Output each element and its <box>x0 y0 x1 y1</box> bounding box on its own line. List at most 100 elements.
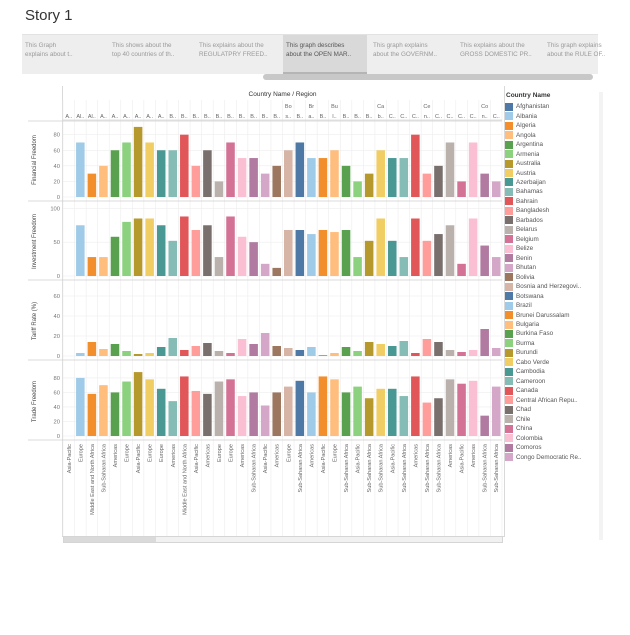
legend-item[interactable]: Chile <box>505 414 597 424</box>
y-tick-label: 0 <box>57 195 60 201</box>
legend-item[interactable]: Brunei Darussalam <box>505 310 597 320</box>
category-label: B.. <box>204 114 211 120</box>
legend-item[interactable]: Bulgaria <box>505 320 597 329</box>
header-label: Country Name / Region <box>249 91 317 98</box>
story-tab-3[interactable]: This explains about the REGULATPRY FREED.… <box>196 35 280 74</box>
legend-item[interactable]: Chad <box>505 405 597 414</box>
bar <box>376 218 385 276</box>
scrollbar-thumb[interactable] <box>64 537 156 542</box>
bar <box>87 257 97 276</box>
story-tab-4[interactable]: This graph describes about the OPEN MAR.. <box>283 35 367 74</box>
story-tab-5[interactable]: This graph explains about the GOVERNM.. <box>370 35 454 74</box>
category-label: B.. <box>227 114 234 120</box>
legend-item[interactable]: Bahamas <box>505 187 597 196</box>
legend-item[interactable]: Angola <box>505 130 597 140</box>
category-label-line2: a.. <box>308 114 315 120</box>
legend-item[interactable]: Bosnia and Herzegovi.. <box>505 282 597 291</box>
y-tick-label: 80 <box>54 376 60 382</box>
legend-item[interactable]: Belarus <box>505 225 597 234</box>
story-tab-7[interactable]: This graph explains about the RULE OF.. <box>544 35 628 74</box>
legend-item[interactable]: Azerbaijan <box>505 178 597 187</box>
region-label: Asia-Pacific <box>194 444 200 473</box>
bar <box>133 218 143 276</box>
legend-swatch <box>505 339 513 348</box>
legend-item[interactable]: Brazil <box>505 301 597 310</box>
bar <box>180 216 189 276</box>
legend-scrollbar[interactable] <box>599 92 603 540</box>
legend-label: China <box>516 425 533 433</box>
bar <box>399 341 409 356</box>
region-label: Asia-Pacific <box>460 444 466 473</box>
legend-item[interactable]: Colombia <box>505 433 597 443</box>
bar <box>330 379 339 436</box>
region-label: Americas <box>413 444 419 468</box>
bar <box>260 405 270 436</box>
bar <box>249 392 258 436</box>
legend-item[interactable]: Canada <box>505 386 597 395</box>
legend-swatch <box>505 244 513 253</box>
legend-item[interactable]: Botswana <box>505 291 597 301</box>
legend-item[interactable]: Bolivia <box>505 272 597 282</box>
legend-item[interactable]: Cambodia <box>505 367 597 376</box>
bar <box>341 230 351 276</box>
legend-item[interactable]: Comoros <box>505 443 597 452</box>
bar <box>260 173 270 197</box>
legend-swatch <box>505 102 513 111</box>
region-label: Sub-Saharan Africa <box>101 443 107 492</box>
category-label-line2: n.. <box>424 114 431 120</box>
category-label-line1: Ce <box>423 104 430 110</box>
y-axis-title: Financial Freedom <box>32 135 38 185</box>
legend-swatch <box>505 150 513 159</box>
legend-item[interactable]: Burundi <box>505 348 597 357</box>
region-label: Asia-Pacific <box>390 444 396 473</box>
bar <box>145 379 154 436</box>
category-label: A.. <box>112 114 119 120</box>
legend-item[interactable]: China <box>505 424 597 433</box>
legend-item[interactable]: Austria <box>505 168 597 178</box>
legend-item[interactable]: Benin <box>505 254 597 263</box>
legend-item[interactable]: Belize <box>505 244 597 253</box>
category-label: A.. <box>100 114 107 120</box>
bar <box>133 372 143 436</box>
legend-item[interactable]: Albania <box>505 111 597 121</box>
category-label: A.. <box>158 114 165 120</box>
legend-item[interactable]: Cabo Verde <box>505 358 597 367</box>
legend-item[interactable]: Australia <box>505 159 597 168</box>
legend-item[interactable]: Armenia <box>505 149 597 159</box>
legend-item[interactable]: Bahrain <box>505 197 597 206</box>
legend-item[interactable]: Cameroon <box>505 377 597 386</box>
category-label: B.. <box>181 114 188 120</box>
story-tab-6[interactable]: This explains about the GROSS DOMESTIC PR… <box>457 35 541 74</box>
bar <box>445 379 455 436</box>
legend-swatch <box>505 301 513 310</box>
category-label: B.. <box>366 114 373 120</box>
legend-item[interactable]: Burma <box>505 339 597 348</box>
legend-item[interactable]: Belgium <box>505 235 597 244</box>
bar <box>76 142 85 197</box>
bar <box>87 393 97 436</box>
legend-item[interactable]: Afghanistan <box>505 102 597 111</box>
bar <box>87 173 97 197</box>
story-tab-1[interactable]: This Graph explains about t.. <box>22 35 106 74</box>
bar <box>387 158 397 197</box>
legend-label: Burundi <box>516 349 538 357</box>
legend-item[interactable]: Central African Repu.. <box>505 396 597 405</box>
story-tab-2[interactable]: This shows about the top 40 countries of … <box>109 35 193 74</box>
y-axis-title: Tariff Rate (%) <box>32 302 38 340</box>
story-tab-caption: about the RULE OF.. <box>547 51 606 58</box>
bar <box>387 346 397 356</box>
bar <box>99 385 108 436</box>
legend-item[interactable]: Bhutan <box>505 263 597 272</box>
chart-horizontal-scrollbar[interactable] <box>63 536 503 543</box>
legend-item[interactable]: Argentina <box>505 140 597 149</box>
legend-item[interactable]: Barbados <box>505 216 597 225</box>
tab-strip-scrollbar[interactable] <box>263 74 593 80</box>
legend-item[interactable]: Bangladesh <box>505 206 597 215</box>
bar <box>226 216 235 276</box>
bar <box>249 158 258 197</box>
legend-item[interactable]: Congo Democratic Re.. <box>505 452 597 462</box>
legend-item[interactable]: Burkina Faso <box>505 329 597 338</box>
legend-item[interactable]: Algeria <box>505 121 597 130</box>
bar <box>480 329 489 356</box>
bar <box>284 386 293 436</box>
